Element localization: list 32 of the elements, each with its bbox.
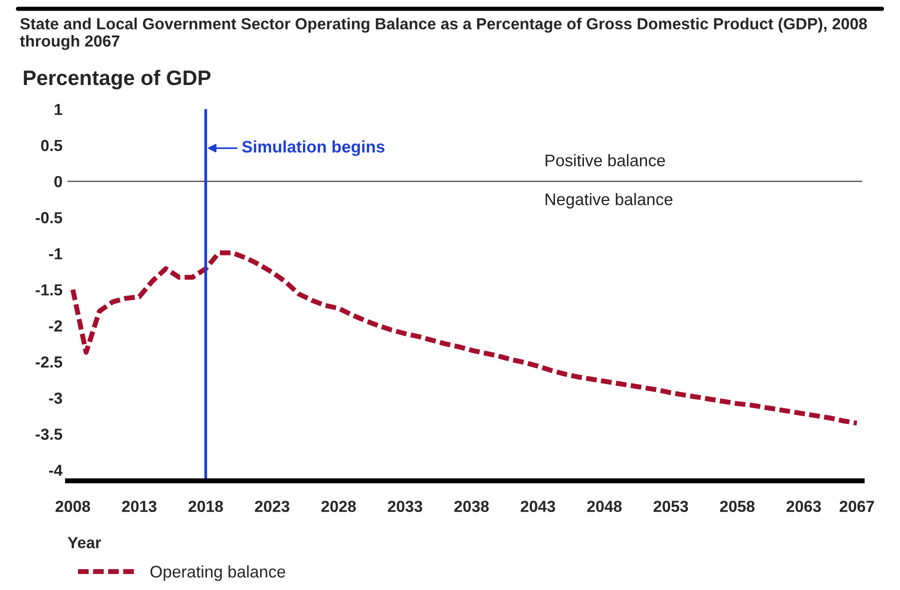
- y-tick-label: -1.5: [36, 284, 62, 296]
- y-axis-title: Percentage of GDP: [24, 70, 210, 90]
- y-tick-label: 0: [54, 176, 62, 188]
- x-tick-label: 2023: [254, 500, 290, 512]
- x-tick-label: 2038: [454, 500, 489, 512]
- x-tick-label: 2058: [720, 500, 755, 512]
- x-tick-label: 2043: [520, 500, 556, 512]
- y-tick-label: -3: [49, 392, 62, 404]
- x-tick-label: 2067: [840, 500, 874, 512]
- y-tick-label: -2.5: [36, 356, 62, 368]
- x-tick-label: 2053: [654, 500, 688, 512]
- x-tick-label: 2033: [388, 500, 422, 512]
- x-tick-label: 2028: [321, 500, 356, 512]
- y-tick-label: -0.5: [36, 212, 62, 224]
- x-tick-label: 2018: [188, 500, 223, 512]
- annotation: Negative balance: [546, 193, 672, 209]
- ref-line-label: Simulation begins: [242, 140, 384, 156]
- x-tick-label: 2048: [587, 500, 622, 512]
- x-axis-title: Year: [68, 537, 102, 548]
- x-tick-label: 2013: [122, 500, 156, 512]
- legend-label: Operating balance: [150, 565, 286, 581]
- annotation: Positive balance: [546, 154, 665, 166]
- y-tick-label: -2: [49, 320, 62, 332]
- chart-title: State and Local Government Sector Operating Balance as a Percentage of Gross Domestic Product (GDP), 2008 through 2067: [20, 18, 867, 50]
- y-tick-label: -4: [49, 464, 63, 476]
- x-tick-label: 2063: [786, 500, 821, 512]
- y-tick-label: 1: [54, 104, 62, 115]
- x-tick-label: 2008: [56, 500, 90, 512]
- y-tick-label: -3.5: [36, 428, 62, 440]
- y-tick-label: 0.5: [41, 140, 62, 152]
- line-series: [70, 250, 860, 426]
- y-tick-label: -1: [49, 248, 62, 260]
